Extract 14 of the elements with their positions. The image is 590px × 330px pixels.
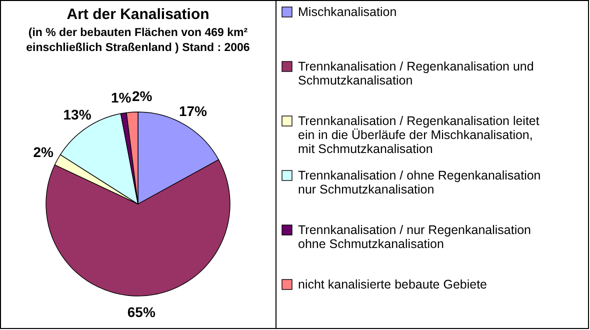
data-label: 65%	[127, 304, 156, 320]
data-label: 2%	[132, 88, 153, 104]
data-label: 1%	[110, 89, 132, 106]
legend-label: Trennkanalisation / Regenkanalisation leitet ein in die Überläufe der Mischkanalisation, mit Schmutzkanalisation	[298, 114, 540, 156]
legend-label: nicht kanalisierte bebaute Gebiete	[298, 278, 488, 292]
legend-label: Mischkanalisation	[298, 5, 397, 19]
legend-label: Trennkanalisation / ohne Regenkanalisation nur Schmutzkanalisation	[298, 168, 541, 196]
legend-label: Trennkanalisation / nur Regenkanalisation ohne Schmutzkanalisation	[298, 223, 532, 251]
data-label: 13%	[63, 106, 92, 123]
text: (in % der bebauten Flächen von 469 km² einschließlich Straßenland ) Stand : 2006	[26, 27, 250, 54]
legend-label: Trennkanalisation / Regenkanalisation und Schmutzkanalisation	[298, 60, 534, 88]
chart-title: Art der Kanalisation	[66, 6, 210, 23]
data-label: 17%	[178, 103, 208, 120]
data-label: 2%	[33, 144, 54, 160]
